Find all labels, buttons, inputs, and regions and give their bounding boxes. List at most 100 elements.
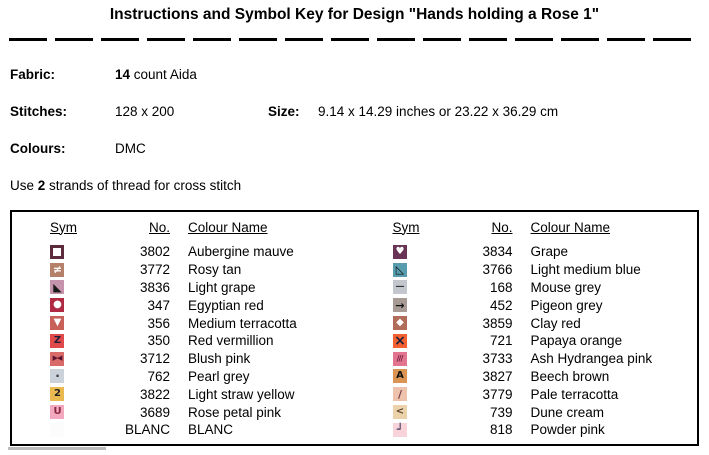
key-row: < 739 Dune cream (355, 403, 698, 421)
key-row: Z 350 Red vermillion (12, 332, 355, 350)
colour-name: Ash Hydrangea pink (530, 351, 653, 367)
key-row: 2 3822 Light straw yellow (12, 385, 355, 403)
colour-name: Beech brown (530, 368, 610, 384)
key-row: ┘ 818 Powder pink (355, 421, 698, 439)
thread-number: 3779 (482, 386, 513, 402)
small-dot-icon: · (50, 369, 64, 384)
stitches-value: 128 x 200 (115, 104, 175, 119)
filled-diamond-icon: ◆ (392, 316, 407, 331)
key-row: → 452 Pigeon grey (355, 296, 698, 314)
key-row: · 762 Pearl grey (12, 368, 355, 386)
thread-number: 721 (489, 333, 513, 349)
thread-number: 347 (147, 297, 170, 313)
colour-name: Pigeon grey (530, 297, 603, 313)
thread-number: 3859 (482, 315, 513, 331)
thread-number: 739 (489, 404, 513, 420)
key-row: ● 347 Egyptian red (12, 296, 355, 314)
thread-number: 818 (489, 422, 513, 438)
colours-value: DMC (115, 141, 146, 156)
colour-name: Powder pink (530, 422, 605, 438)
key-row: × 721 Papaya orange (355, 332, 698, 350)
size-label: Size: (268, 104, 300, 119)
sym-header: Sym (392, 219, 420, 235)
thread-number: 350 (147, 333, 170, 349)
key-row: ▼ 356 Medium terracotta (12, 314, 355, 332)
key-row: — 168 Mouse grey (355, 279, 698, 297)
no-header: No. (491, 219, 513, 235)
digit-2-icon: 2 (50, 387, 64, 402)
thread-number: 3836 (139, 279, 170, 295)
dash-icon: — (392, 280, 407, 295)
lower-left-triangle-icon: ◣ (50, 280, 64, 295)
key-row: /// 3733 Ash Hydrangea pink (355, 350, 698, 368)
key-row: ◺ 3766 Light medium blue (355, 261, 698, 279)
triple-slash-icon: /// (392, 351, 407, 366)
title-divider (9, 38, 698, 41)
fabric-label: Fabric: (10, 67, 56, 82)
strands-note: Use 2 strands of thread for cross stitch (10, 178, 242, 193)
page-title: Instructions and Symbol Key for Design "… (109, 6, 600, 23)
colour-name-header: Colour Name (530, 219, 611, 235)
key-header-row: Sym No. Colour Name (12, 216, 355, 238)
key-row: U 3689 Rose petal pink (12, 403, 355, 421)
colour-name: Light grape (188, 279, 256, 295)
sym-header: Sym (50, 219, 77, 235)
multiply-x-icon: × (392, 332, 407, 349)
thread-number: 3802 (139, 244, 170, 260)
blank-white-square-icon (50, 422, 64, 437)
key-row: / 3779 Pale terracotta (355, 385, 698, 403)
letter-z-icon: Z (50, 333, 64, 348)
thread-number: 3834 (482, 244, 513, 260)
corner-up-left-icon: ┘ (392, 422, 407, 437)
colour-name: Dune cream (530, 404, 605, 420)
colour-name: BLANC (188, 422, 234, 438)
colour-name: Pearl grey (188, 368, 250, 384)
colour-name: Medium terracotta (188, 315, 297, 331)
bottom-scrollbar-fragment (8, 447, 106, 450)
thread-number: 3772 (139, 262, 170, 278)
thread-number: 3712 (139, 351, 170, 367)
lower-left-triangle-outline-icon: ◺ (392, 262, 407, 277)
thread-number: BLANC (124, 422, 170, 438)
thread-number: 3689 (139, 404, 170, 420)
key-row: ♥ 3834 Grape (355, 243, 698, 261)
size-value: 9.14 x 14.29 inches or 23.22 x 36.29 cm (318, 104, 559, 119)
colour-name: Clay red (530, 315, 581, 331)
colour-name: Pale terracotta (530, 386, 619, 402)
symbol-key-table: Sym No. Colour Name 3802 Aubergine mauve… (10, 210, 699, 446)
colour-name: Light medium blue (530, 262, 641, 278)
colour-name: Grape (530, 244, 569, 260)
thread-number: 3733 (482, 351, 513, 367)
key-column-left: Sym No. Colour Name 3802 Aubergine mauve… (12, 216, 355, 444)
key-row: BLANC BLANC (12, 421, 355, 439)
colour-name: Mouse grey (530, 279, 602, 295)
letter-u-icon: U (50, 405, 64, 420)
not-equal-icon: ≠ (50, 262, 64, 277)
colour-name: Blush pink (188, 351, 251, 367)
thread-number: 168 (489, 279, 513, 295)
colour-name: Egyptian red (188, 297, 264, 313)
thread-number: 452 (489, 297, 513, 313)
colours-label: Colours: (10, 141, 66, 156)
open-square-icon (50, 244, 64, 259)
less-than-icon: < (392, 405, 407, 420)
down-triangle-icon: ▼ (50, 316, 64, 331)
key-row: ≠ 3772 Rosy tan (12, 261, 355, 279)
key-header-row: Sym No. Colour Name (355, 216, 698, 238)
heart-icon: ♥ (392, 244, 407, 259)
slash-icon: / (392, 387, 407, 402)
thread-number: 356 (147, 315, 170, 331)
no-header: No. (148, 219, 170, 235)
fabric-value: 14 count Aida (115, 67, 197, 82)
thread-number: 3766 (482, 262, 513, 278)
key-row: 3802 Aubergine mauve (12, 243, 355, 261)
thread-number: 3827 (482, 368, 513, 384)
stitches-label: Stitches: (10, 104, 68, 119)
colour-name: Light straw yellow (188, 386, 295, 402)
key-row: A 3827 Beech brown (355, 368, 698, 386)
colour-name: Rose petal pink (188, 404, 282, 420)
thread-number: 3822 (139, 386, 170, 402)
letter-a-icon: A (392, 369, 407, 384)
key-row: ◆ 3859 Clay red (355, 314, 698, 332)
